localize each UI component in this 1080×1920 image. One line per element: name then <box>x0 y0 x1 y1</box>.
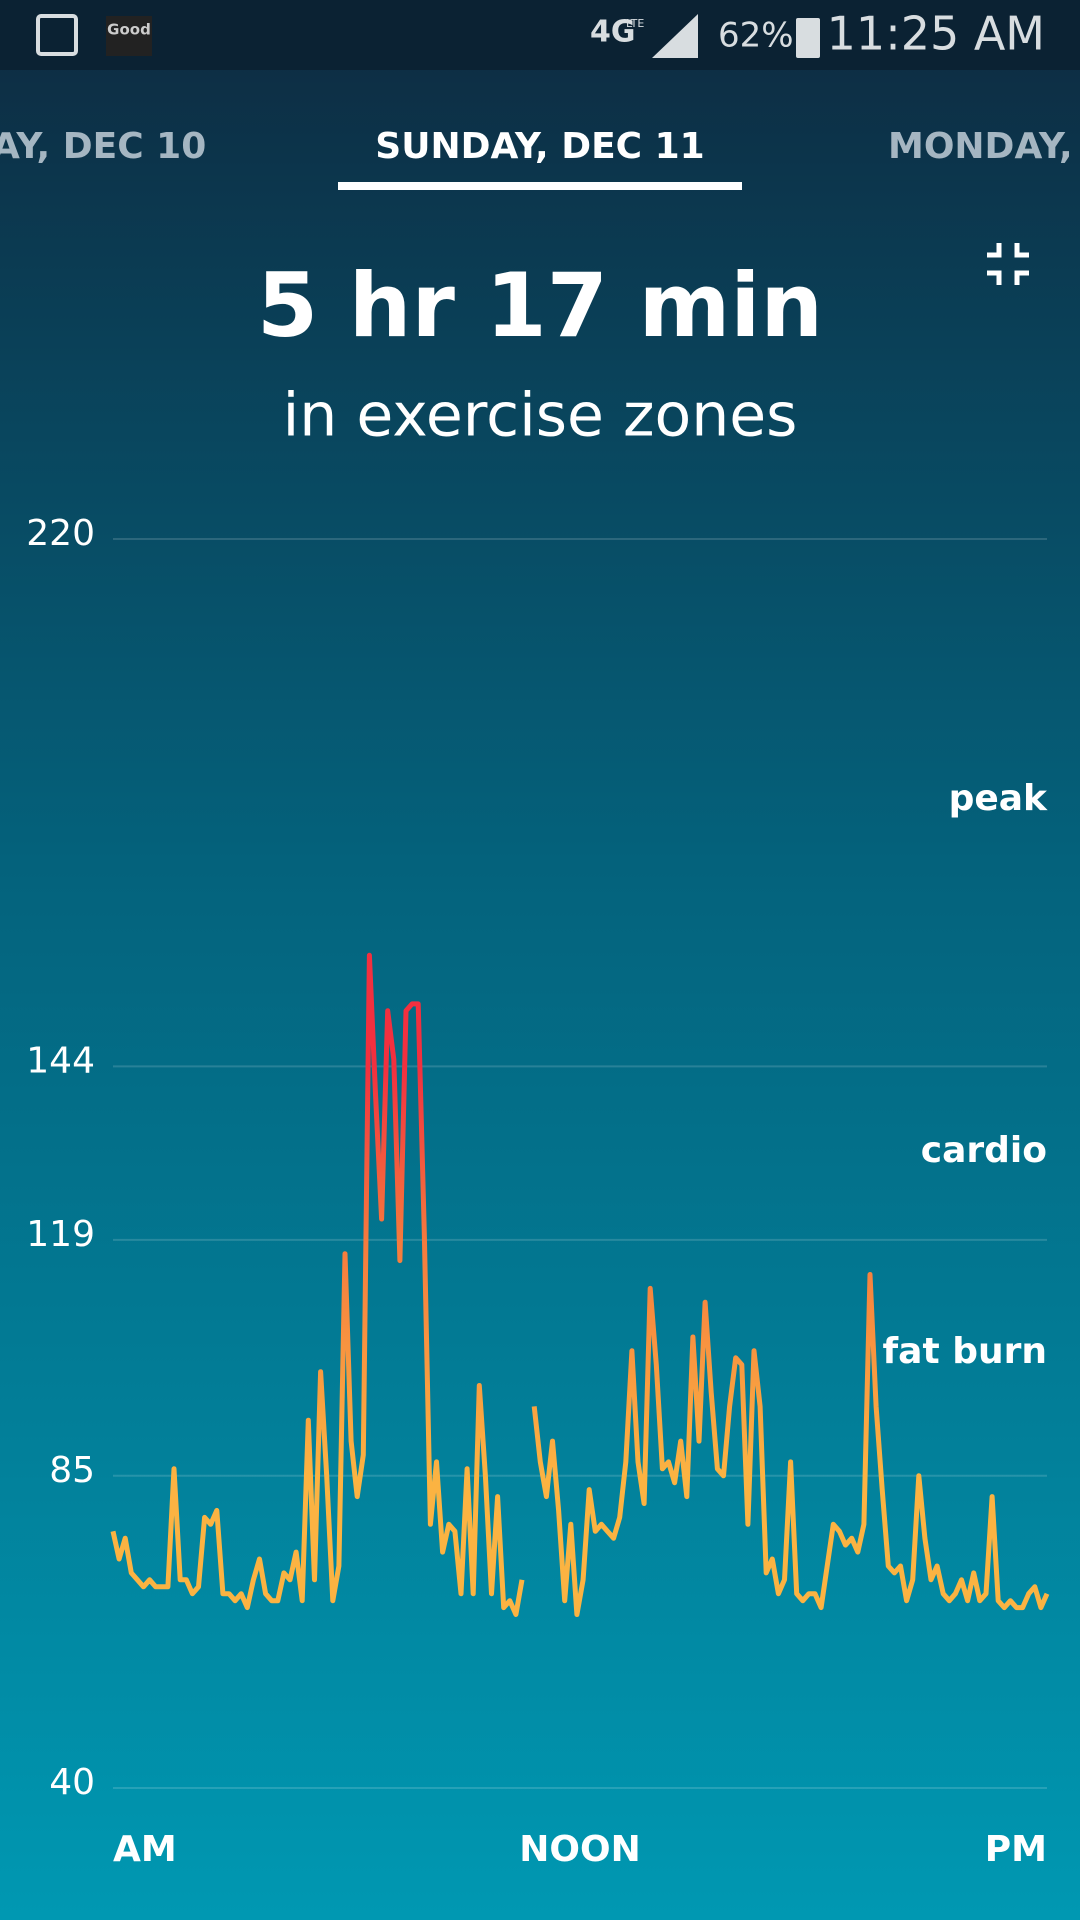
collapse-corner <box>987 270 1002 285</box>
x-axis-label: PM <box>985 1829 1047 1870</box>
y-tick-label: 85 <box>49 1450 95 1491</box>
y-tick-label: 40 <box>49 1762 95 1803</box>
network-sub: LTE <box>626 17 644 30</box>
battery-level: 62% <box>718 16 794 56</box>
tab[interactable]: MONDAY, <box>888 126 1073 167</box>
zone-label: peak <box>949 778 1048 819</box>
y-tick-label: 220 <box>26 513 95 554</box>
tab[interactable]: AY, DEC 10 <box>0 126 206 167</box>
badge-text: Good <box>107 21 151 39</box>
heart-rate-line <box>110 952 1050 1617</box>
status-bar <box>0 0 1080 70</box>
x-axis-label: AM <box>113 1829 177 1870</box>
collapse-corner <box>1014 270 1029 285</box>
y-tick-label: 119 <box>26 1214 95 1255</box>
x-axis-label: NOON <box>519 1829 640 1870</box>
gallery-icon <box>36 14 78 56</box>
tab-selected[interactable]: SUNDAY, DEC 11 <box>375 126 704 167</box>
signal-icon <box>652 14 698 58</box>
badge-icon <box>106 16 152 56</box>
zone-label: fat burn <box>883 1331 1047 1372</box>
summary-value: 5 hr 17 min <box>257 254 823 357</box>
network: 4G <box>590 15 636 50</box>
y-tick-label: 144 <box>26 1040 95 1081</box>
summary-caption: in exercise zones <box>283 381 798 451</box>
battery-icon <box>796 18 820 58</box>
zone-label: cardio <box>921 1130 1047 1171</box>
clock: 11:25 AM <box>827 7 1045 61</box>
collapse-corner <box>1014 243 1029 258</box>
collapse-corner <box>987 243 1002 258</box>
tab-underline <box>338 182 742 190</box>
heart-rate-chart: 40 85 119 144 220 AM NOON PM peak cardio fat burn <box>26 513 1050 1870</box>
collapse-button[interactable] <box>987 243 1029 285</box>
